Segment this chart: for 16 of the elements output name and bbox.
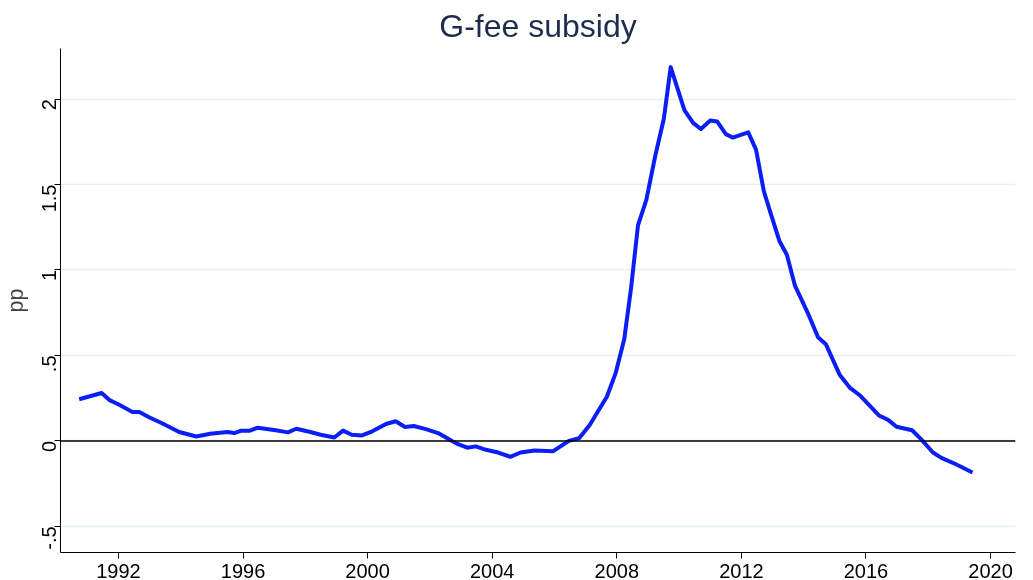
x-tick-label: 2020 [968, 559, 1013, 580]
y-tick-label: 1 [38, 269, 61, 282]
chart-title: G-fee subsidy [439, 7, 637, 44]
y-tick-label: 2 [38, 99, 61, 111]
x-tick-label: 2004 [469, 559, 515, 580]
x-tick-label: 2000 [345, 559, 390, 580]
x-tick-label: 1992 [96, 559, 141, 580]
y-tick-label: 1.5 [38, 184, 61, 213]
y-tick-label: -.5 [38, 526, 61, 550]
y-tick-label: 0 [38, 440, 61, 453]
x-tick-label: 2016 [843, 559, 889, 580]
y-tick-label: .5 [38, 355, 61, 373]
x-tick-label: 2012 [719, 559, 764, 580]
x-tick-label: 2008 [594, 559, 640, 580]
y-axis-title: pp [3, 288, 28, 313]
x-tick-label: 1996 [220, 559, 266, 580]
